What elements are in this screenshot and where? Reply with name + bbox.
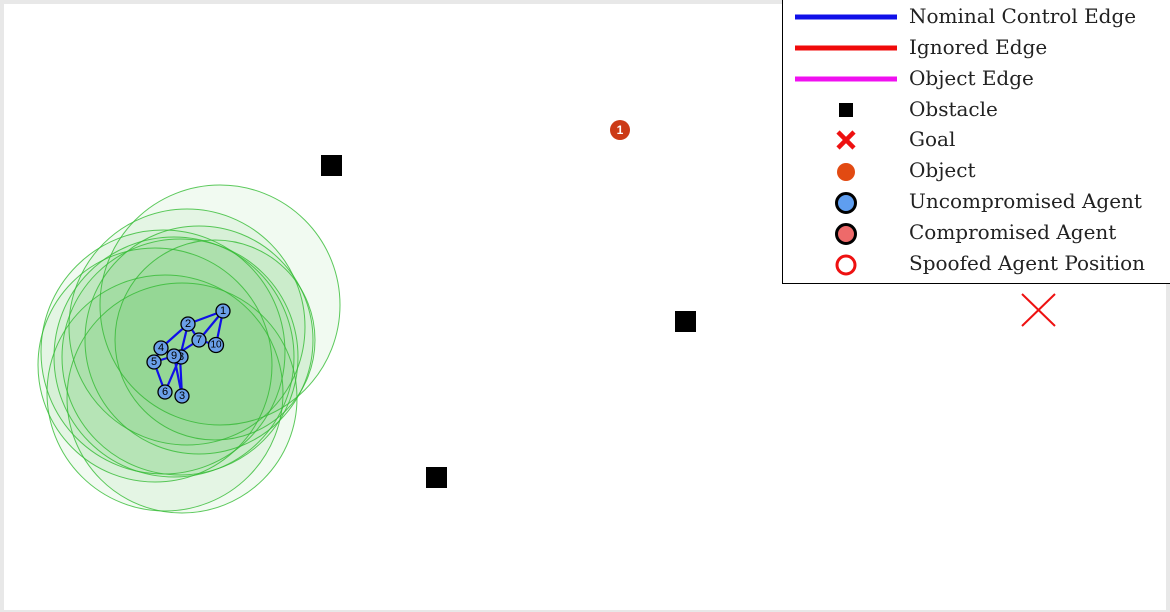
agent-label: 1: [220, 305, 226, 317]
agent-10: 10: [207, 336, 225, 354]
legend-item-object: Object: [783, 155, 1170, 186]
agent-label: 7: [196, 334, 202, 346]
agent-1: 1: [215, 303, 231, 319]
agent-7: 7: [191, 332, 207, 348]
agents: 1 2 3 4 5 6 7 8 9 10: [146, 303, 231, 404]
legend-item-object-edge: Object Edge: [783, 63, 1170, 94]
legend-item-ignored-edge: Ignored Edge: [783, 32, 1170, 63]
object-label: 1: [617, 123, 624, 137]
agent-6: 6: [157, 384, 173, 400]
legend-label: Compromised Agent: [909, 220, 1117, 244]
agent-label: 9: [171, 350, 177, 362]
legend-label: Goal: [909, 127, 956, 151]
agent-9: 9: [166, 348, 182, 364]
blue-line-icon: [795, 14, 897, 20]
legend-label: Object Edge: [909, 66, 1034, 90]
agent-label: 4: [158, 342, 164, 354]
orange-dot-icon: [837, 163, 855, 181]
legend-label: Spoofed Agent Position: [909, 251, 1146, 275]
agent-label: 2: [185, 318, 191, 330]
scene-svg: 1 1 2: [37, 120, 1056, 514]
agent-label: 10: [210, 340, 222, 351]
black-square-icon: [839, 103, 853, 117]
goal-marker: [1021, 293, 1056, 327]
legend-label: Nominal Control Edge: [909, 4, 1137, 28]
agent-label: 5: [151, 356, 157, 368]
obstacle-marker: [675, 311, 696, 332]
blue-circle-icon: [835, 192, 857, 214]
obstacle-marker: [426, 467, 447, 488]
sensing-regions: [37, 184, 341, 514]
magenta-line-icon: [795, 76, 897, 82]
legend-item-goal: Goal: [783, 124, 1170, 155]
red-ring-icon: [835, 254, 857, 276]
legend-item-nominal-control-edge: Nominal Control Edge: [783, 1, 1170, 32]
agent-4: 4: [153, 340, 169, 356]
legend-item-uncompromised-agent: Uncompromised Agent: [783, 186, 1170, 217]
legend-item-obstacle: Obstacle: [783, 94, 1170, 125]
agent-5: 5: [146, 354, 162, 370]
legend: Nominal Control Edge Ignored Edge Object…: [782, 0, 1170, 284]
legend-label: Obstacle: [909, 97, 998, 121]
legend-item-compromised-agent: Compromised Agent: [783, 217, 1170, 248]
legend-label: Uncompromised Agent: [909, 189, 1142, 213]
object-marker: 1: [610, 120, 630, 140]
agent-3: 3: [174, 388, 190, 404]
agent-label: 3: [179, 390, 185, 402]
agent-label: 6: [162, 386, 168, 398]
red-line-icon: [795, 45, 897, 51]
red-x-icon: [836, 130, 856, 150]
legend-label: Object: [909, 158, 976, 182]
legend-label: Ignored Edge: [909, 35, 1048, 59]
obstacle-marker: [321, 155, 342, 176]
legend-item-spoofed-agent-position: Spoofed Agent Position: [783, 248, 1170, 279]
agent-2: 2: [180, 316, 196, 332]
red-circle-icon: [835, 223, 857, 245]
